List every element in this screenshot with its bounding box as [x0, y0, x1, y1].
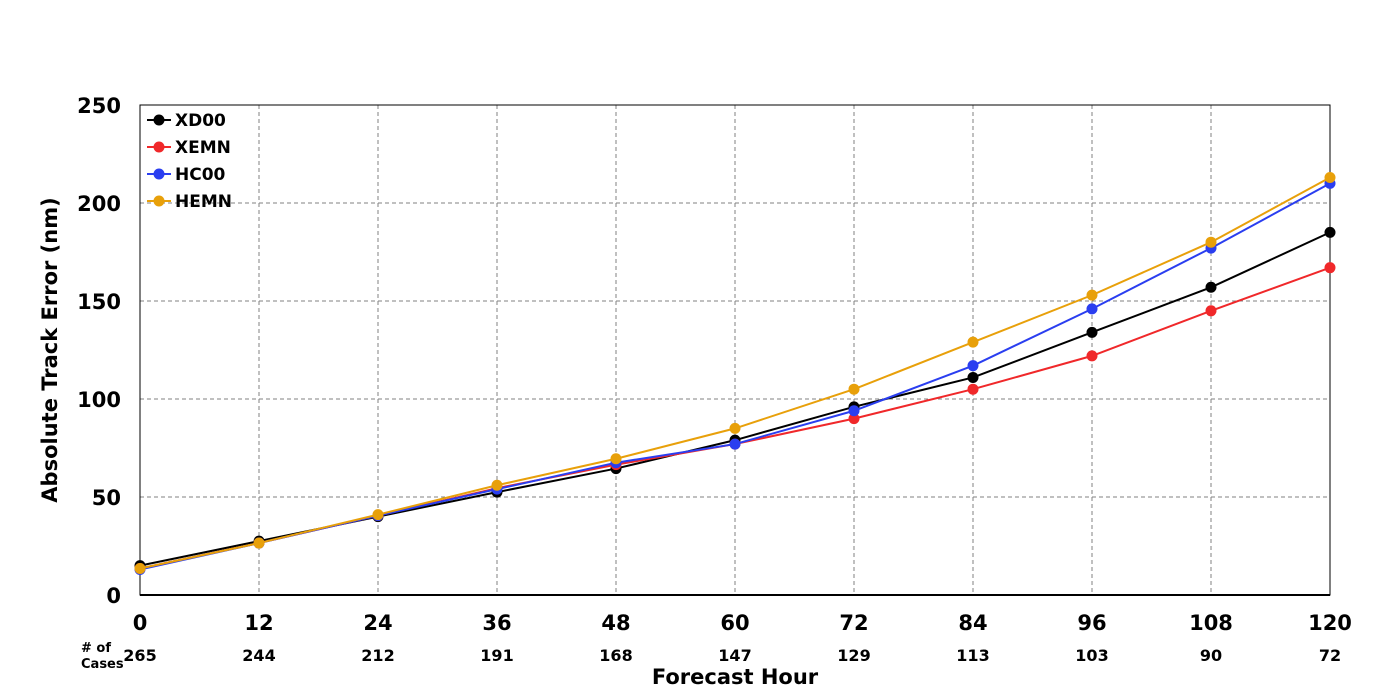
x-tick-label: 24 — [363, 611, 392, 635]
series-layer — [134, 172, 1336, 576]
legend-item: XD00 — [147, 111, 226, 131]
legend-swatch-marker — [153, 114, 165, 126]
data-point — [848, 405, 860, 417]
y-tick-label: 100 — [77, 388, 121, 412]
legend-item: XEMN — [147, 138, 231, 158]
data-point — [1086, 303, 1098, 315]
data-point — [491, 479, 503, 491]
legend-swatch-marker — [153, 168, 165, 180]
cases-count: 212 — [361, 646, 394, 665]
legend-label: XD00 — [175, 111, 226, 131]
data-point — [610, 453, 622, 465]
x-tick-label: 60 — [720, 611, 749, 635]
cases-count: 191 — [480, 646, 513, 665]
legend: XD00 XEMN HC00 HEMN — [147, 111, 232, 212]
series-hemn — [134, 172, 1336, 575]
data-point — [1205, 236, 1217, 248]
x-tick-label: 36 — [482, 611, 511, 635]
cases-count: 244 — [242, 646, 275, 665]
data-point — [967, 371, 979, 383]
cases-count: 113 — [956, 646, 989, 665]
grid-layer — [140, 105, 1330, 595]
x-tick-label: 120 — [1308, 611, 1352, 635]
cases-count: 90 — [1200, 646, 1222, 665]
tick-labels: 0 12 24 36 48 60 72 84 96 108 120 0 50 100 150 200 250 — [77, 94, 1352, 635]
y-tick-label: 150 — [77, 290, 121, 314]
data-point — [1086, 289, 1098, 301]
legend-swatch-marker — [153, 195, 165, 207]
data-point — [848, 383, 860, 395]
data-point — [848, 413, 860, 425]
y-tick-label: 50 — [92, 486, 121, 510]
y-tick-label: 200 — [77, 192, 121, 216]
cases-count: 265 — [123, 646, 156, 665]
data-point — [967, 336, 979, 348]
data-point — [1205, 281, 1217, 293]
cases-count: 72 — [1319, 646, 1341, 665]
cases-count: 129 — [837, 646, 870, 665]
legend-swatch-marker — [153, 141, 165, 153]
x-tick-label: 0 — [133, 611, 148, 635]
data-point — [967, 360, 979, 372]
x-tick-label: 108 — [1189, 611, 1233, 635]
x-tick-label: 48 — [601, 611, 630, 635]
y-tick-label: 250 — [77, 94, 121, 118]
legend-label: HC00 — [175, 165, 226, 185]
x-tick-label: 84 — [958, 611, 987, 635]
data-point — [1324, 226, 1336, 238]
cases-count: 168 — [599, 646, 632, 665]
legend-item: HEMN — [147, 192, 232, 212]
data-point — [1086, 350, 1098, 362]
legend-label: HEMN — [175, 192, 232, 212]
series-line — [139, 266, 1331, 570]
data-point — [1086, 326, 1098, 338]
data-point — [1324, 262, 1336, 274]
x-tick-label: 96 — [1077, 611, 1106, 635]
data-point — [1324, 172, 1336, 184]
x-tick-label: 12 — [244, 611, 273, 635]
cases-row: # of Cases 265 244 212 191 168 147 129 113 103 90… — [81, 641, 1341, 672]
cases-count: 103 — [1075, 646, 1108, 665]
cases-header-line1: # of — [81, 641, 111, 656]
data-point — [134, 563, 146, 575]
data-point — [729, 438, 741, 450]
y-tick-label: 0 — [106, 584, 121, 608]
series-hc00 — [134, 177, 1336, 576]
cases-count: 147 — [718, 646, 751, 665]
cases-header-line2: Cases — [81, 657, 124, 672]
data-point — [1205, 305, 1217, 317]
legend-item: HC00 — [147, 165, 226, 185]
data-point — [372, 509, 384, 521]
legend-label: XEMN — [175, 138, 231, 158]
data-point — [729, 422, 741, 434]
y-axis-title: Absolute Track Error (nm) — [38, 197, 62, 502]
data-point — [253, 537, 265, 549]
x-axis-title: Forecast Hour — [652, 665, 819, 689]
data-point — [967, 383, 979, 395]
x-tick-label: 72 — [839, 611, 868, 635]
